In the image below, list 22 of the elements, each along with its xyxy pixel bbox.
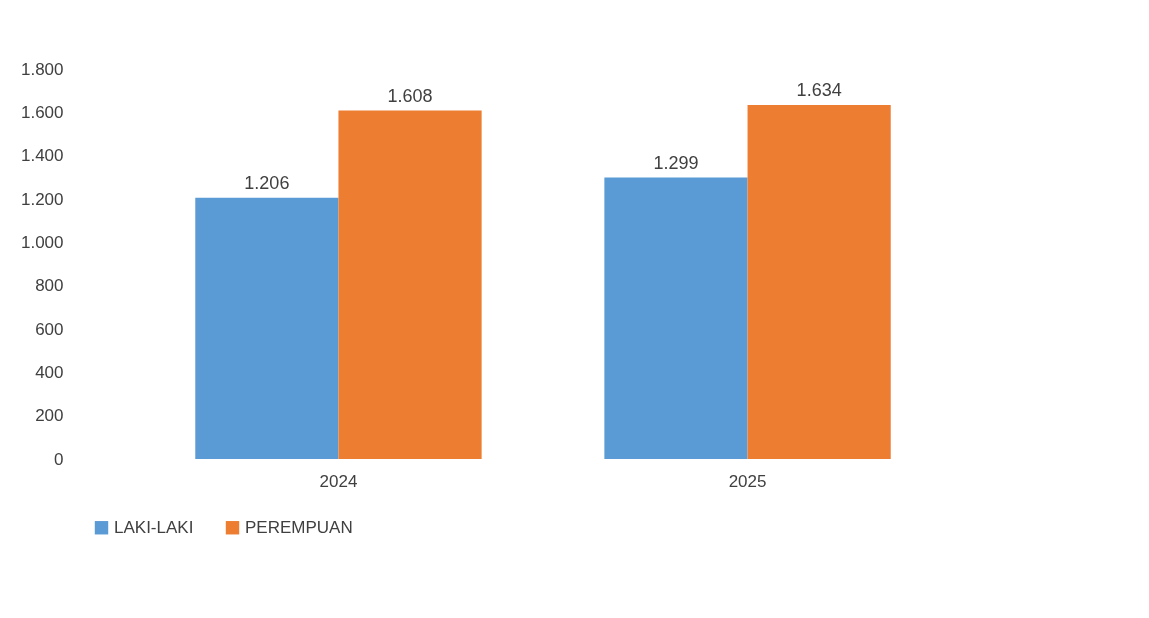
bar	[195, 197, 339, 459]
y-tick-label: 1.600	[20, 102, 64, 122]
data-label: 1.206	[244, 172, 290, 193]
y-tick-label: 1.800	[20, 59, 64, 79]
y-tick-label: 200	[35, 406, 64, 426]
legend-label: PEREMPUAN	[245, 517, 353, 537]
y-tick-label: 1.400	[20, 146, 64, 166]
bar	[747, 104, 891, 459]
data-label: 1.608	[387, 85, 433, 106]
y-tick-label: 1.000	[20, 232, 64, 252]
bar	[604, 177, 748, 459]
x-tick-label: 2025	[728, 471, 767, 491]
data-label: 1.634	[796, 79, 842, 100]
y-tick-label: 800	[35, 276, 64, 296]
data-label: 1.299	[653, 152, 699, 173]
legend-label: LAKI-LAKI	[114, 517, 194, 537]
x-tick-label: 2024	[319, 471, 358, 491]
y-tick-label: 400	[35, 362, 64, 382]
bar	[338, 110, 482, 459]
y-tick-label: 600	[35, 319, 64, 339]
y-tick-label: 0	[54, 449, 64, 469]
y-tick-label: 1.200	[20, 189, 64, 209]
